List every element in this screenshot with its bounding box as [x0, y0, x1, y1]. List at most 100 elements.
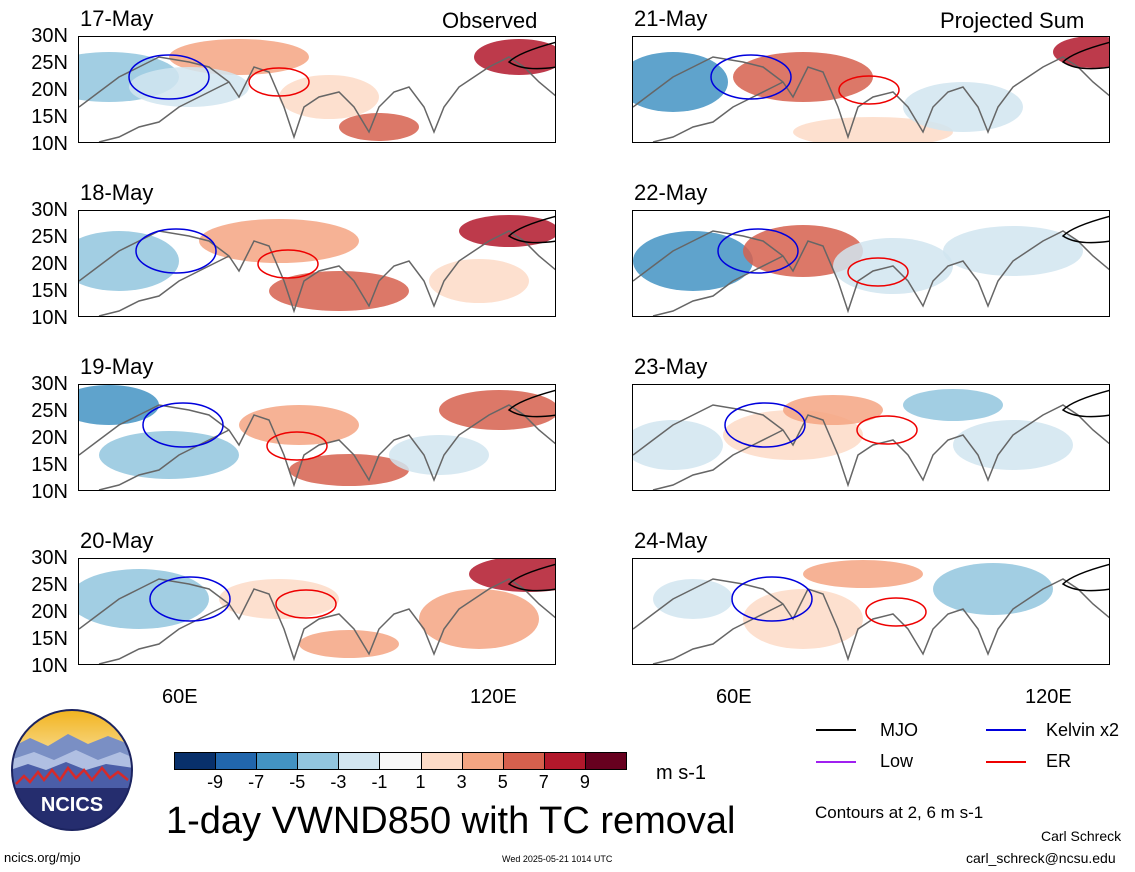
mjo-contour	[507, 215, 555, 244]
panel-date-23-may: 23-May	[634, 354, 708, 379]
coastline	[652, 429, 784, 490]
anomaly-shading	[199, 219, 359, 263]
lat-label: 25N	[31, 226, 68, 248]
wave-contour	[275, 589, 337, 619]
colorbar-tick-label: 1	[415, 772, 426, 792]
legend-low-label: Low	[880, 751, 914, 771]
panel-date-24-may: 24-May	[634, 528, 708, 553]
anomaly-shading	[299, 630, 399, 658]
colorbar-tick-label: 7	[538, 772, 549, 792]
projected-sum-header: Projected Sum	[940, 8, 1085, 33]
anomaly-shading	[469, 559, 555, 592]
lon-label-120e: 120E	[470, 686, 517, 708]
svg-text:NCICS: NCICS	[41, 794, 103, 816]
colorbar-swatch	[174, 752, 217, 770]
map-panel-18-may	[78, 210, 556, 317]
anomaly-shading	[903, 389, 1003, 421]
footer-url[interactable]: ncics.org/mjo	[4, 850, 81, 865]
figure-title: 1-day VWND850 with TC removal	[166, 800, 736, 842]
wave-contour	[149, 576, 231, 622]
wave-contour	[248, 67, 310, 97]
map-panel-24-may	[632, 558, 1110, 665]
map-panel-20-may	[78, 558, 556, 665]
colorbar-swatch	[584, 752, 627, 770]
coastline	[98, 429, 230, 490]
lat-label: 10N	[31, 133, 68, 155]
anomaly-shading	[633, 420, 723, 470]
footer-timestamp: Wed 2025-05-21 1014 UTC	[502, 854, 613, 864]
anomaly-shading	[279, 75, 379, 119]
lat-label: 20N	[31, 79, 68, 101]
coastline	[633, 230, 1109, 314]
colorbar-tick-label: 9	[579, 772, 590, 792]
panel-date-22-may: 22-May	[634, 180, 708, 205]
lat-label: 15N	[31, 106, 68, 128]
wave-contour	[142, 402, 224, 448]
lat-axis-labels: 30N 25N 20N 15N 10N	[10, 374, 68, 502]
mjo-contour	[507, 41, 555, 70]
colorbar-tick-label: -1	[371, 772, 388, 792]
wave-contour	[266, 431, 328, 461]
anomaly-shading	[389, 435, 489, 475]
wave-contour	[717, 228, 799, 274]
lat-label: 20N	[31, 253, 68, 275]
anomaly-shading	[219, 579, 339, 619]
colorbar-swatch	[379, 752, 422, 770]
author-email: carl_schreck@ncsu.edu	[966, 850, 1116, 866]
colorbar-swatch	[502, 752, 545, 770]
coastline	[652, 81, 784, 142]
map-panel-19-may	[78, 384, 556, 491]
anomaly-shading	[803, 560, 923, 588]
lat-axis-labels: 30N 25N 20N 15N 10N	[10, 548, 68, 676]
map-panel-17-may	[78, 36, 556, 143]
anomaly-shading	[933, 563, 1053, 615]
anomaly-shading	[269, 271, 409, 311]
anomaly-shading	[339, 113, 419, 141]
lat-label: 25N	[31, 400, 68, 422]
anomaly-shading	[129, 67, 249, 107]
colorbar-labels: -9 -7 -5 -3 -1 1 3 5 7 9	[174, 770, 626, 794]
contours-note: Contours at 2, 6 m s-1	[815, 803, 984, 822]
mjo-contour	[1061, 563, 1109, 592]
legend-kelvin-line	[986, 720, 1026, 740]
coastline	[79, 578, 555, 662]
colorbar-tick-label: -7	[248, 772, 265, 792]
panel-date-17-may: 17-May	[80, 6, 154, 31]
coastline	[79, 56, 555, 140]
lat-label: 30N	[31, 373, 68, 395]
anomaly-shading	[943, 226, 1083, 276]
lat-label: 25N	[31, 574, 68, 596]
mjo-contour	[1061, 215, 1109, 244]
anomaly-shading	[783, 395, 883, 425]
wave-contour	[128, 54, 210, 100]
anomaly-shading	[903, 82, 1023, 132]
lat-label: 10N	[31, 655, 68, 677]
colorbar-swatch	[215, 752, 258, 770]
lat-label: 15N	[31, 280, 68, 302]
mjo-contour	[1061, 41, 1109, 70]
legend-er-line	[986, 752, 1026, 772]
coastline	[98, 81, 230, 142]
panel-date-21-may: 21-May	[634, 6, 708, 31]
colorbar-swatch	[338, 752, 381, 770]
lon-label-60e: 60E	[716, 686, 752, 708]
mjo-contour	[1061, 389, 1109, 418]
anomaly-shading	[459, 215, 555, 247]
panel-date-18-may: 18-May	[80, 180, 154, 205]
mjo-contour	[507, 389, 555, 418]
wave-contour	[710, 54, 792, 100]
lat-axis-labels: 30N 25N 20N 15N 10N	[10, 26, 68, 154]
map-panel-22-may	[632, 210, 1110, 317]
colorbar-tick-label: -5	[289, 772, 306, 792]
legend-mjo-line	[816, 720, 856, 740]
colorbar-swatch	[543, 752, 586, 770]
wave-contour	[856, 415, 918, 445]
panel-date-19-may: 19-May	[80, 354, 154, 379]
lat-label: 30N	[31, 547, 68, 569]
colorbar-swatch	[297, 752, 340, 770]
anomaly-shading	[429, 259, 529, 303]
anomaly-shading	[653, 579, 733, 619]
colorbar-tick-label: -9	[207, 772, 224, 792]
anomaly-shading	[419, 589, 539, 649]
colorbar-tick-label: 5	[497, 772, 508, 792]
